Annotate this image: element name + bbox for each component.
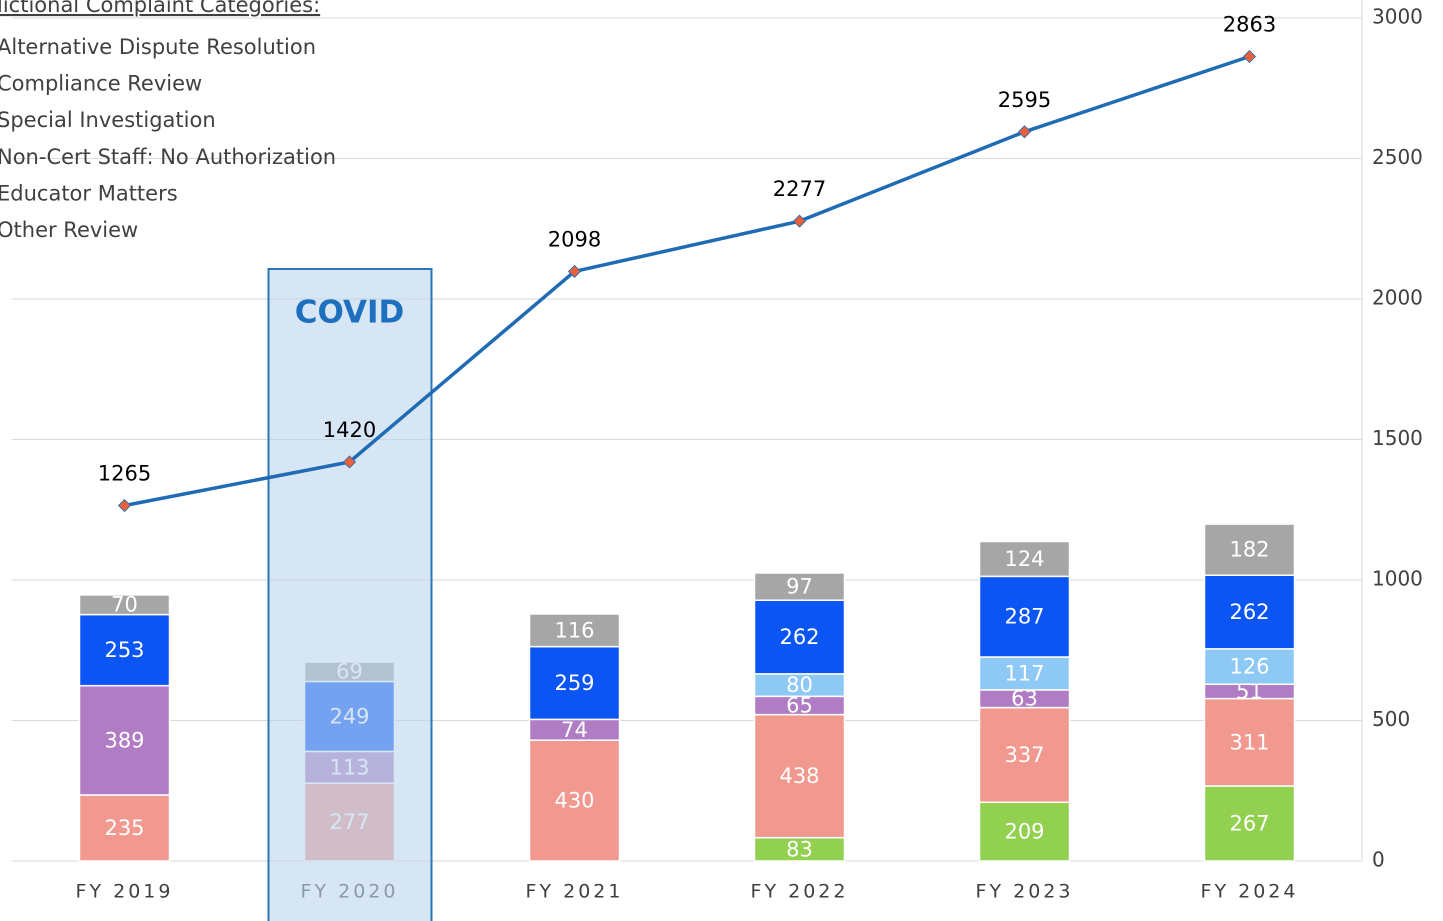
bar-segment	[978, 656, 1071, 691]
line-marker	[792, 214, 807, 228]
bar-segment	[1203, 697, 1296, 787]
line-marker	[567, 264, 582, 279]
legend-title: lictional Complaint Categories:	[0, 0, 320, 17]
value-label: 262	[1229, 600, 1269, 624]
legend-label: Alternative Dispute Resolution	[0, 35, 316, 59]
bar-segment	[78, 794, 171, 862]
line-value-label: 2277	[773, 177, 826, 201]
value-label: 267	[1229, 811, 1269, 835]
value-label: 124	[1004, 547, 1044, 571]
line-value-label: 2098	[548, 227, 601, 251]
line-value-label: 1265	[98, 462, 151, 486]
y-tick-label: 2000	[1372, 286, 1423, 310]
value-label: 80	[786, 673, 813, 697]
x-tick-label: FY 2021	[526, 881, 624, 903]
y-tick-label: 1000	[1372, 567, 1423, 591]
y-tick-label: 1500	[1372, 426, 1423, 450]
legend-label: Compliance Review	[0, 72, 202, 96]
value-label: 337	[1004, 743, 1044, 767]
line-value-label: 1420	[323, 418, 376, 442]
bar-segment	[978, 801, 1071, 862]
value-label: 209	[1004, 820, 1044, 844]
bar-segment	[978, 540, 1071, 578]
y-tick-label: 0	[1372, 848, 1385, 872]
bar-segment	[753, 713, 846, 839]
bar-segment	[1203, 523, 1296, 576]
value-label: 83	[786, 837, 813, 861]
value-label: 70	[111, 593, 138, 617]
value-label: 389	[104, 728, 144, 752]
value-label: 126	[1229, 655, 1269, 679]
line-marker	[1017, 125, 1032, 139]
bar-segment	[528, 613, 621, 648]
y-tick-label: 2500	[1372, 145, 1423, 169]
value-label: 182	[1229, 538, 1269, 562]
value-label: 311	[1229, 730, 1269, 754]
x-tick-label: FY 2023	[976, 881, 1074, 903]
value-label: 97	[786, 575, 813, 599]
value-label: 235	[104, 816, 144, 840]
y-tick-label: 3000	[1372, 5, 1423, 29]
line-value-label: 2595	[998, 88, 1051, 112]
bar-segment	[753, 572, 846, 601]
bar-segment	[78, 684, 171, 796]
x-tick-label: FY 2024	[1201, 881, 1299, 903]
legend-label: Educator Matters	[0, 181, 178, 205]
bar-segment	[978, 575, 1071, 658]
line-marker	[117, 498, 132, 513]
line-marker	[342, 455, 357, 469]
bar-segment	[78, 613, 171, 687]
bar-segment	[78, 594, 171, 616]
x-tick-label: FY 2022	[751, 881, 849, 903]
value-label: 259	[554, 671, 594, 695]
annotation-box	[267, 268, 433, 921]
y-tick-label: 500	[1372, 707, 1410, 731]
value-label: 438	[779, 764, 819, 788]
value-label: 63	[1011, 687, 1038, 711]
total-line	[124, 54, 1251, 508]
line-marker	[1242, 49, 1257, 64]
legend-label: Other Review	[0, 218, 138, 242]
bar-segment	[1203, 785, 1296, 862]
value-label: 253	[104, 638, 144, 662]
legend-label: Special Investigation	[0, 108, 216, 132]
annotation-text: COVID	[295, 295, 405, 331]
value-label: 430	[554, 789, 594, 813]
bar-segment	[753, 599, 846, 675]
value-label: 116	[554, 618, 594, 642]
value-label: 65	[786, 693, 813, 717]
bar-segment	[528, 739, 621, 862]
line-value-label: 2863	[1223, 12, 1276, 36]
value-label: 262	[779, 625, 819, 649]
value-label: 74	[561, 718, 588, 742]
value-label: 287	[1004, 605, 1044, 629]
value-label: 117	[1004, 661, 1044, 685]
legend-label: Non-Cert Staff: No Authorization	[0, 145, 336, 169]
x-tick-label: FY 2019	[76, 881, 174, 903]
